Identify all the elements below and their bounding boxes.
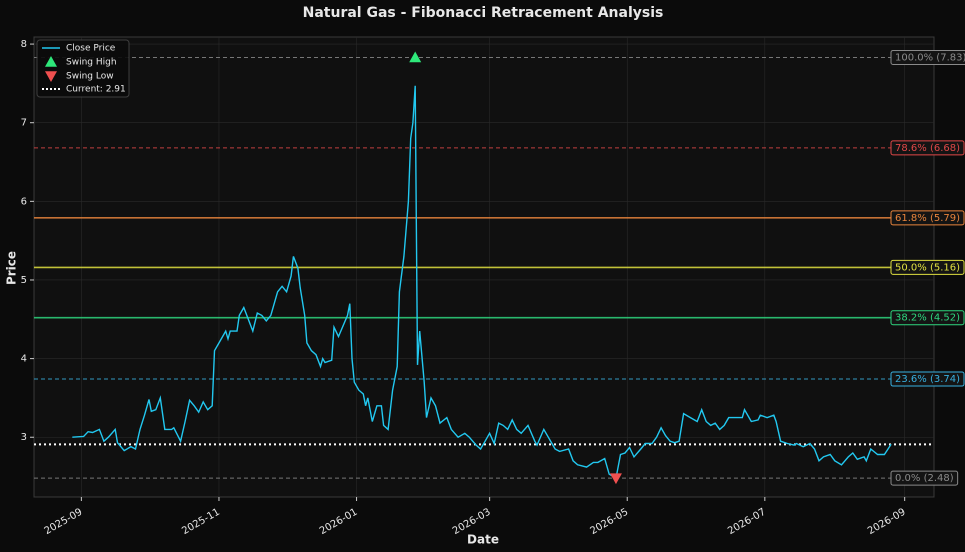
y-tick-label: 3	[21, 432, 27, 443]
fib-level-label-box	[890, 310, 965, 326]
price-line	[72, 85, 892, 480]
fib-level-label: 78.6% (6.68)	[895, 143, 960, 154]
fib-level-label-box	[890, 140, 965, 156]
legend-swatch	[45, 56, 57, 67]
fib-level-label: 100.0% (7.83)	[895, 52, 965, 63]
fib-level-label: 38.2% (4.52)	[895, 313, 960, 324]
chart-title: Natural Gas - Fibonacci Retracement Anal…	[303, 5, 664, 21]
swing-high-marker	[409, 51, 422, 63]
y-tick-label: 7	[21, 118, 27, 129]
legend-box	[36, 39, 130, 98]
legend-swatch	[45, 71, 57, 82]
fib-level-label-box	[890, 470, 959, 486]
legend-label: Current: 2.91	[66, 85, 126, 95]
fib-level-label: 0.0% (2.48)	[895, 473, 954, 484]
y-tick-label: 5	[21, 275, 27, 286]
legend-label: Swing High	[66, 58, 117, 68]
y-tick-label: 6	[21, 196, 27, 207]
legend-label: Close Price	[66, 44, 116, 54]
y-tick-label: 8	[21, 39, 27, 50]
legend-label: Swing Low	[66, 72, 114, 82]
fib-level-label-box	[890, 371, 965, 387]
fib-level-label-box	[890, 259, 965, 275]
x-axis-label: Date	[467, 533, 499, 547]
y-tick-label: 4	[21, 354, 27, 365]
y-axis-label: Price	[5, 251, 19, 285]
fib-level-label: 50.0% (5.16)	[895, 262, 960, 273]
fib-level-label-box	[890, 210, 965, 226]
fib-level-label: 61.8% (5.79)	[895, 213, 960, 224]
fib-level-label-box	[890, 49, 965, 65]
fib-level-label: 23.6% (3.74)	[895, 374, 960, 385]
swing-low-marker	[609, 473, 622, 485]
